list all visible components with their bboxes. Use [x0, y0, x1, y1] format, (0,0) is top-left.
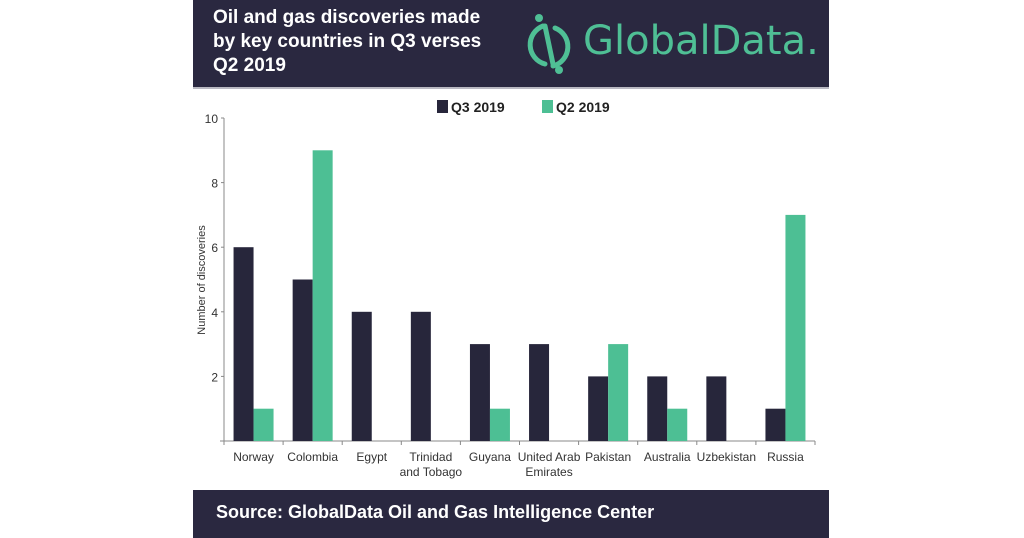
y-tick-label: 4 [211, 306, 218, 320]
bar-q3-2019 [647, 376, 668, 441]
bar-q3-2019 [765, 408, 786, 441]
y-tick-label: 2 [211, 370, 218, 384]
bar-q2-2019 [253, 408, 274, 441]
bar-q2-2019 [489, 408, 510, 441]
bar-q2-2019 [785, 214, 806, 441]
x-tick-label: Russia [767, 450, 804, 464]
x-tick-label: Uzbekistan [697, 450, 756, 464]
legend-swatch [542, 100, 553, 113]
bar-q3-2019 [529, 344, 550, 441]
bar-q2-2019 [312, 150, 333, 442]
y-tick-label: 10 [205, 112, 219, 126]
x-tick-label: Norway [233, 450, 274, 464]
bar-q2-2019 [667, 408, 688, 441]
bars [233, 150, 806, 442]
bar-q3-2019 [233, 247, 254, 441]
legend: Q3 2019 Q2 2019 [437, 99, 610, 115]
x-tick-label: Emirates [525, 465, 572, 479]
bar-q3-2019 [469, 344, 490, 441]
x-tick-label: Guyana [469, 450, 511, 464]
x-tick-label: and Tobago [400, 465, 463, 479]
globaldata-logo: GlobalData. [521, 10, 821, 74]
bar-q3-2019 [706, 376, 727, 441]
x-tick-label: Trinidad [409, 450, 452, 464]
y-axis: 2 4 6 8 10 [205, 112, 225, 441]
legend-label: Q2 2019 [556, 99, 610, 115]
chart-title: Oil and gas discoveries made by key coun… [213, 7, 482, 76]
bar-q3-2019 [351, 311, 372, 441]
y-tick-label: 6 [211, 241, 218, 255]
bar-q2-2019 [608, 344, 629, 441]
legend-swatch [437, 100, 448, 113]
chart-header: Oil and gas discoveries made by key coun… [193, 0, 829, 89]
bar-q3-2019 [292, 279, 313, 441]
y-axis-label: Number of discoveries [196, 225, 208, 335]
bar-q3-2019 [588, 376, 609, 441]
logo-text: GlobalData. [583, 18, 819, 64]
chart-footer: Source: GlobalData Oil and Gas Intellige… [193, 490, 829, 538]
x-tick-label: Pakistan [585, 450, 631, 464]
legend-label: Q3 2019 [451, 99, 505, 115]
bar-chart: Q3 2019 Q2 2019 2 4 6 8 10 Norway Colombia Egyp… [196, 99, 816, 479]
x-tick-label: Australia [644, 450, 691, 464]
globaldata-logo-icon [527, 14, 571, 74]
x-tick-label: Colombia [287, 450, 338, 464]
bar-q3-2019 [410, 311, 431, 441]
x-tick-label: Egypt [356, 450, 387, 464]
y-tick-label: 8 [211, 177, 218, 191]
x-tick-label: United Arab [518, 450, 581, 464]
source-note: Source: GlobalData Oil and Gas Intellige… [216, 502, 655, 522]
